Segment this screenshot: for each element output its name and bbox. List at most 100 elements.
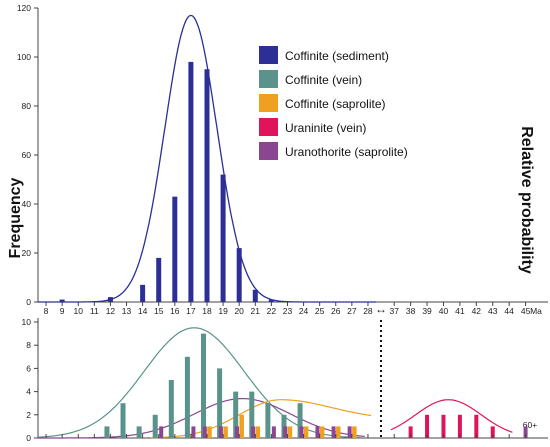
legend: Coffinite (sediment) Coffinite (vein) Coff…: [259, 46, 408, 160]
top-y-tick-label: 20: [22, 248, 32, 258]
legend-label-saprolite: Coffinite (saprolite): [285, 97, 386, 111]
bar-vein: [265, 403, 271, 438]
bar-uranothorite: [315, 426, 320, 438]
legend-label-sediment: Coffinite (sediment): [285, 49, 389, 63]
bar-uranothorite: [347, 426, 352, 438]
bar-saprolite: [207, 426, 212, 438]
bottom-y-tick-label: 0: [26, 433, 31, 443]
x-tick-label: 38: [406, 306, 416, 316]
right-axis-title: Relative probability: [518, 126, 535, 274]
x-tick-label: 44: [504, 306, 514, 316]
bar-saprolite: [352, 426, 357, 438]
x-unit-label: Ma: [530, 306, 542, 316]
bar-saprolite: [223, 426, 228, 438]
x-tick-label: 28: [363, 306, 373, 316]
legend-label-vein: Coffinite (vein): [285, 73, 362, 87]
bar-uraninite: [441, 414, 446, 438]
bar-coffinite-sediment: [220, 174, 226, 302]
x-tick-label: 22: [267, 306, 277, 316]
bar-uranothorite: [251, 426, 256, 438]
x-tick-label: 24: [299, 306, 309, 316]
x-tick-label: 40: [439, 306, 449, 316]
legend-label-uraninite: Uraninite (vein): [285, 121, 366, 135]
x-tick-label: 25: [315, 306, 325, 316]
bar-vein: [120, 403, 126, 438]
x-tick-label: 27: [347, 306, 357, 316]
bar-vein: [297, 403, 303, 438]
bar-vein: [104, 426, 110, 438]
x-tick-label: 11: [90, 306, 99, 316]
bar-vein: [233, 391, 239, 438]
axis-break-arrow: ↔: [375, 302, 387, 316]
bar-uranothorite: [218, 426, 223, 438]
x-tick-label: 18: [202, 306, 212, 316]
bar-vein: [249, 391, 255, 438]
bar-vein: [217, 368, 223, 438]
x-axis-ticks: 8 9 10 11 12 13 14 15 16 17 18 19 20 21 22 23 24 25 26 27 28…: [44, 302, 542, 438]
bar-uraninite: [425, 414, 430, 438]
overflow-label: 60+: [523, 420, 537, 430]
bar-vein: [184, 356, 190, 438]
x-tick-label: 26: [331, 306, 341, 316]
bar-coffinite-sediment: [268, 299, 274, 302]
bar-coffinite-sediment: [140, 284, 146, 302]
x-tick-label: 19: [218, 306, 228, 316]
bar-coffinite-sediment: [59, 299, 65, 302]
legend-swatch-uranothorite: [259, 142, 278, 160]
bottom-y-tick-label: 10: [22, 317, 32, 327]
bottom-y-tick-label: 4: [26, 387, 31, 397]
x-tick-label: 14: [138, 306, 148, 316]
top-y-tick-label: 40: [22, 199, 32, 209]
legend-label-uranothorite: Uranothorite (saprolite): [285, 145, 408, 159]
x-tick-label: 43: [488, 306, 498, 316]
bar-uraninite: [490, 426, 495, 438]
bottom-y-tick-label: 2: [26, 410, 31, 420]
x-tick-label: 8: [44, 306, 49, 316]
bar-vein: [168, 380, 174, 438]
bar-saprolite: [287, 426, 293, 438]
top-y-tick-label: 80: [22, 101, 32, 111]
x-tick-label: 39: [422, 306, 432, 316]
bar-saprolite: [255, 426, 261, 438]
bar-coffinite-sediment: [204, 69, 210, 302]
bar-uranothorite: [523, 426, 528, 438]
bar-saprolite: [319, 426, 325, 438]
bar-uraninite: [457, 414, 462, 438]
bottom-y-tick-label: 8: [26, 340, 31, 350]
x-tick-label: 23: [283, 306, 293, 316]
x-tick-label: 17: [186, 306, 196, 316]
probability-curve-uraninite: [390, 399, 513, 433]
top-y-tick-label: 100: [17, 52, 31, 62]
x-tick-label: 13: [122, 306, 132, 316]
x-tick-label: 45: [521, 306, 531, 316]
x-tick-label: 9: [60, 306, 65, 316]
bar-uranothorite: [299, 426, 304, 438]
y-axis-title: Frequency: [7, 177, 24, 258]
bar-coffinite-sediment: [172, 196, 178, 302]
bar-coffinite-sediment: [236, 248, 242, 302]
x-tick-label: 20: [234, 306, 244, 316]
bar-vein: [201, 333, 206, 438]
bar-saprolite: [239, 414, 244, 438]
top-y-tick-label: 0: [26, 297, 31, 307]
bar-uranothorite: [191, 426, 196, 438]
bar-uranothorite: [159, 426, 164, 438]
bar-saprolite: [336, 426, 341, 438]
bar-saprolite: [303, 426, 309, 438]
bar-uraninite: [474, 414, 479, 438]
x-tick-label: 15: [154, 306, 164, 316]
bottom-panel: 0 2 4 6 8 10: [22, 317, 528, 443]
x-tick-label: 42: [472, 306, 482, 316]
bar-uraninite: [408, 426, 413, 438]
bar-vein: [152, 414, 158, 438]
x-tick-label: 10: [74, 306, 84, 316]
bar-vein: [136, 426, 142, 438]
legend-swatch-sediment: [259, 46, 278, 64]
bar-coffinite-sediment: [188, 61, 194, 303]
bar-uranothorite: [271, 426, 276, 438]
x-tick-label: 16: [170, 306, 180, 316]
legend-swatch-uraninite: [259, 118, 278, 136]
bar-coffinite-sediment: [252, 289, 258, 302]
legend-swatch-vein: [259, 70, 278, 88]
